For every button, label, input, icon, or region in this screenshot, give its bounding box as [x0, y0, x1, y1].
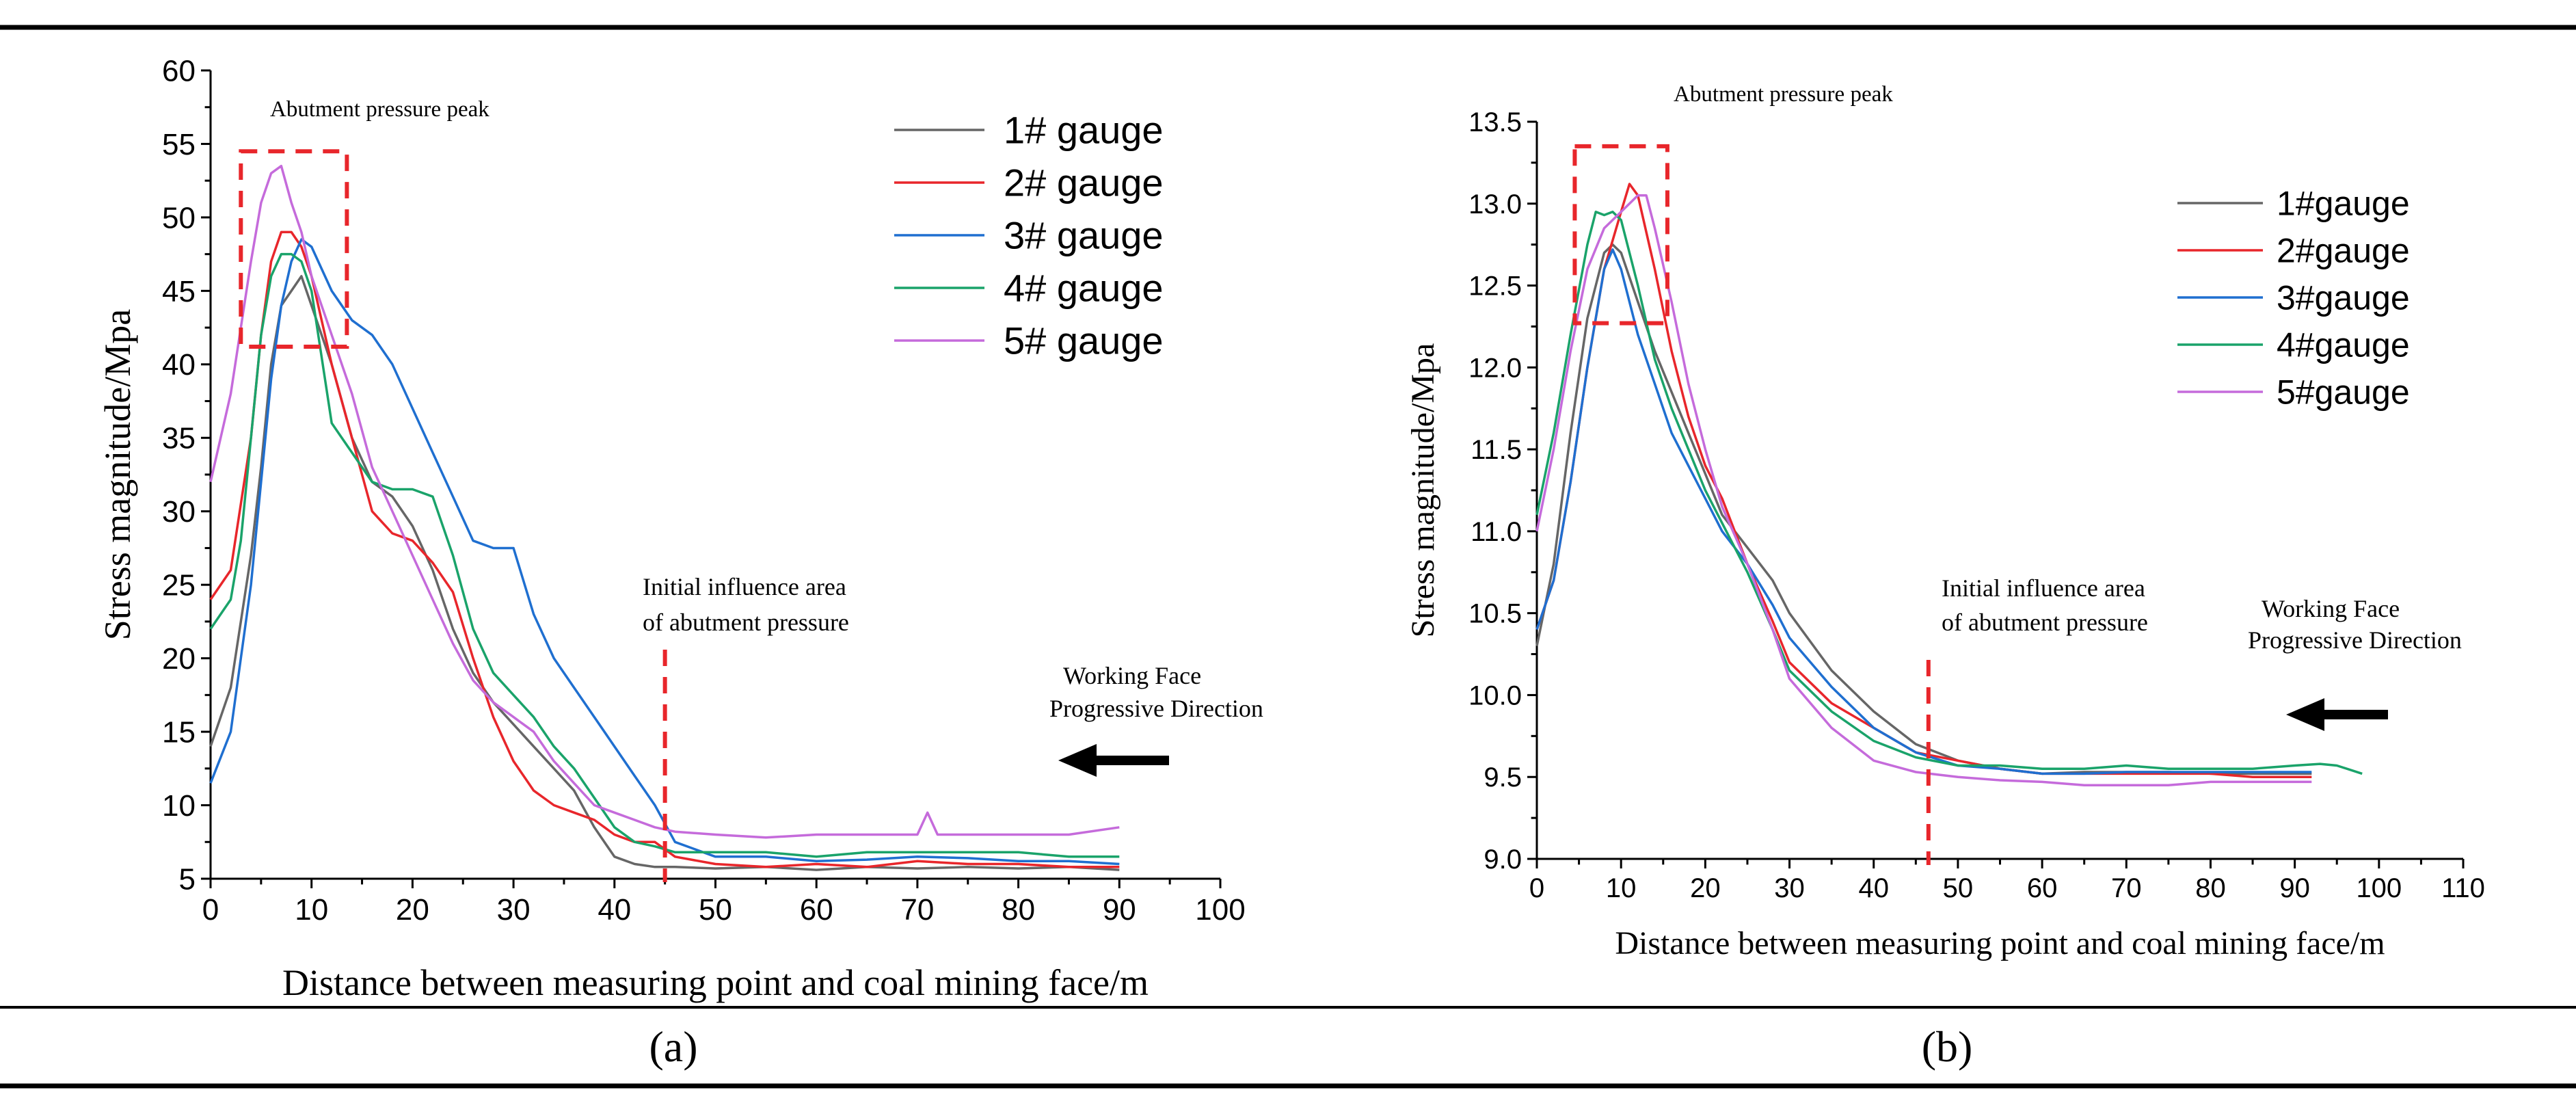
x-tick-label: 20 [1690, 873, 1721, 903]
x-tick-label: 0 [1529, 873, 1544, 903]
series-line-4 [1535, 211, 2363, 775]
y-axis-title: Stress magnitude/Mpa [1405, 343, 1441, 638]
series-line-4 [209, 252, 1120, 858]
y-tick-label: 35 [162, 422, 196, 455]
direction-annotation-line1: Working Face [2262, 595, 2400, 622]
y-tick-label: 30 [162, 495, 196, 529]
x-tick-label: 40 [1858, 873, 1889, 903]
x-tick-label: 60 [2027, 873, 2058, 903]
left-arrow-icon [2286, 698, 2324, 731]
y-tick-label: 10.0 [1468, 680, 1522, 710]
legend-label: 4# gauge [1004, 267, 1164, 310]
y-tick-label: 9.0 [1484, 845, 1522, 875]
peak-annotation: Abutment pressure peak [270, 97, 489, 122]
x-tick-label: 100 [1195, 893, 1245, 927]
x-tick-label: 0 [202, 893, 219, 927]
x-tick-label: 80 [1002, 893, 1035, 927]
x-tick-label: 50 [699, 893, 732, 927]
series-line-3 [1535, 248, 2312, 775]
direction-annotation-line2: Progressive Direction [1049, 695, 1263, 722]
y-tick-label: 45 [162, 275, 196, 308]
chart-b: 0 10 20 30 40 50 60 70 80 90 100 110 9.0 9.5 10.0 10.5 1… [1405, 82, 2485, 961]
series-line-5 [1535, 194, 2312, 786]
series-line-2 [209, 230, 1120, 868]
y-tick-label: 60 [162, 54, 196, 88]
x-tick-label: 30 [497, 893, 531, 927]
x-tick-label: 110 [2441, 873, 2485, 903]
series-line-2 [1535, 183, 2312, 778]
influence-annotation-line1: Initial influence area [643, 573, 846, 600]
chart-a: 0 10 20 30 40 50 60 70 80 90 100 5 10 15 20 25 30 35 40 45 5… [97, 54, 1263, 1003]
y-tick-label: 55 [162, 128, 196, 161]
legend-label: 3#gauge [2277, 279, 2410, 317]
x-tick-label: 10 [1606, 873, 1637, 903]
y-tick-label: 25 [162, 569, 196, 602]
y-tick-label: 13.0 [1468, 189, 1522, 220]
legend-label: 2# gauge [1004, 161, 1164, 204]
x-tick-label: 80 [2195, 873, 2226, 903]
legend-label: 2#gauge [2277, 232, 2410, 270]
x-tick-label: 40 [598, 893, 631, 927]
peak-annotation: Abutment pressure peak [1674, 82, 1893, 107]
x-tick-label: 10 [295, 893, 328, 927]
y-tick-label: 10 [162, 789, 196, 823]
series-line-3 [209, 238, 1120, 866]
panel-label-a: (a) [649, 1022, 697, 1071]
x-axis-title: Distance between measuring point and coa… [1615, 925, 2385, 961]
panel-label-b: (b) [1922, 1022, 1973, 1071]
y-tick-label: 20 [162, 642, 196, 676]
left-arrow-icon [1058, 744, 1097, 777]
influence-annotation-line2: of abutment pressure [643, 609, 849, 636]
series-line-5 [209, 164, 1120, 839]
y-tick-label: 10.5 [1468, 599, 1522, 629]
y-tick-label: 11.0 [1471, 517, 1522, 547]
y-tick-label: 15 [162, 715, 196, 749]
x-axis-title: Distance between measuring point and coa… [282, 962, 1149, 1003]
peak-box [239, 149, 349, 349]
x-tick-label: 20 [396, 893, 429, 927]
x-tick-label: 30 [1774, 873, 1805, 903]
legend-label: 1#gauge [2277, 185, 2410, 223]
x-tick-label: 70 [900, 893, 934, 927]
legend-label: 4#gauge [2277, 326, 2410, 364]
peak-box [1572, 144, 1669, 326]
influence-annotation-line1: Initial influence area [1942, 574, 2145, 602]
y-tick-label: 5 [179, 862, 196, 896]
x-tick-label: 60 [800, 893, 833, 927]
y-axis-title: Stress magnitude/Mpa [97, 309, 138, 640]
direction-annotation-line1: Working Face [1063, 662, 1201, 689]
influence-annotation-line2: of abutment pressure [1942, 609, 2148, 636]
direction-annotation-line2: Progressive Direction [2248, 626, 2462, 654]
series-line-1 [209, 275, 1120, 871]
y-tick-label: 40 [162, 348, 196, 382]
legend-label: 1# gauge [1004, 109, 1164, 152]
y-tick-label: 12.0 [1468, 353, 1522, 383]
y-tick-label: 11.5 [1471, 435, 1522, 465]
x-tick-label: 90 [2279, 873, 2310, 903]
y-tick-label: 12.5 [1468, 271, 1522, 302]
legend-label: 3# gauge [1004, 214, 1164, 257]
legend-label: 5# gauge [1004, 319, 1164, 362]
x-tick-label: 50 [1943, 873, 1974, 903]
y-tick-label: 9.5 [1484, 762, 1522, 793]
y-tick-label: 13.5 [1468, 107, 1522, 137]
x-tick-label: 70 [2111, 873, 2142, 903]
y-tick-label: 50 [162, 201, 196, 235]
x-tick-label: 100 [2356, 873, 2402, 903]
legend-label: 5#gauge [2277, 373, 2410, 412]
x-tick-label: 90 [1103, 893, 1136, 927]
